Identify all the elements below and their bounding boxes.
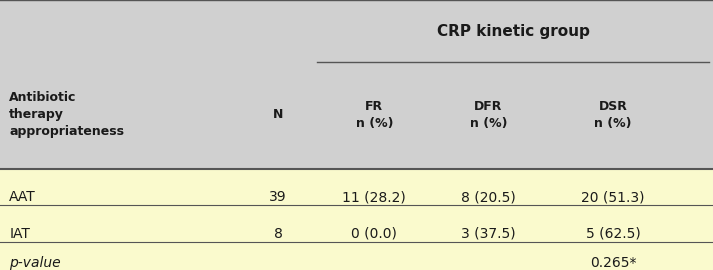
Bar	[0, 242, 713, 270]
Text: 3 (37.5): 3 (37.5)	[461, 227, 515, 241]
Text: DFR
n (%): DFR n (%)	[470, 100, 507, 130]
Bar	[0, 0, 713, 169]
Text: 20 (51.3): 20 (51.3)	[581, 190, 645, 204]
Text: 39: 39	[270, 190, 287, 204]
Text: 5 (62.5): 5 (62.5)	[586, 227, 640, 241]
Text: IAT: IAT	[9, 227, 30, 241]
Bar	[0, 169, 713, 205]
Text: 8 (20.5): 8 (20.5)	[461, 190, 515, 204]
Text: 8: 8	[274, 227, 282, 241]
Bar	[0, 205, 713, 242]
Text: 0 (0.0): 0 (0.0)	[352, 227, 397, 241]
Text: N: N	[273, 108, 283, 121]
Text: CRP kinetic group: CRP kinetic group	[437, 23, 590, 39]
Text: p-value: p-value	[9, 256, 61, 270]
Text: AAT: AAT	[9, 190, 36, 204]
Text: 0.265*: 0.265*	[590, 256, 637, 270]
Text: DSR
n (%): DSR n (%)	[595, 100, 632, 130]
Text: Antibiotic
therapy
appropriateness: Antibiotic therapy appropriateness	[9, 91, 124, 138]
Text: FR
n (%): FR n (%)	[356, 100, 393, 130]
Text: 11 (28.2): 11 (28.2)	[342, 190, 406, 204]
